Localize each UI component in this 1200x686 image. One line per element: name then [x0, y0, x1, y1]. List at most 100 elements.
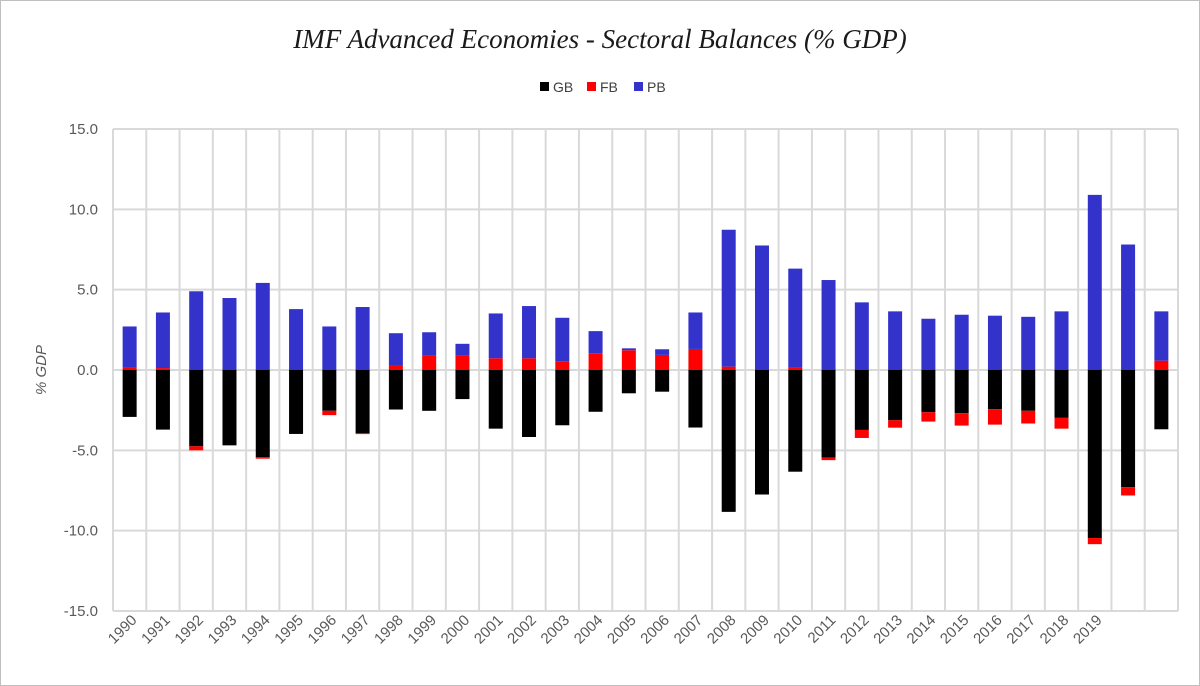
y-tick-label: 15.0 [69, 121, 98, 138]
x-tick-label: 2015 [937, 612, 973, 648]
bar-pb [355, 307, 370, 370]
bar-pb [189, 291, 204, 370]
bars [122, 194, 1169, 545]
x-tick-label: 1992 [171, 612, 207, 648]
bar-fb [1087, 538, 1102, 545]
bar-pb [1021, 316, 1036, 370]
x-tick-label: 2010 [770, 612, 806, 648]
bar-gb [388, 370, 403, 410]
bar-pb [422, 332, 437, 356]
bar-pb [1121, 244, 1136, 370]
bar-gb [455, 370, 470, 400]
bar-pb [555, 317, 570, 362]
bar-fb [488, 358, 503, 370]
bar-pb [289, 309, 304, 370]
y-tick-label: -5.0 [72, 442, 98, 459]
bar-pb [1087, 194, 1102, 370]
bar-fb [1121, 487, 1136, 496]
bar-pb [888, 311, 903, 370]
bar-fb [455, 355, 470, 370]
bar-fb [921, 412, 936, 422]
bar-gb [921, 370, 936, 413]
y-tick-label: 0.0 [77, 362, 98, 379]
x-tick-label: 2005 [604, 612, 640, 648]
legend-label-fb: FB [600, 79, 618, 95]
bar-fb [954, 413, 969, 426]
legend-swatch-gb [540, 82, 549, 91]
bar-pb [522, 306, 537, 359]
bar-fb [522, 358, 537, 370]
bar-fb [888, 420, 903, 428]
bar-pb [655, 349, 670, 355]
bar-gb [222, 370, 237, 446]
bar-fb [555, 361, 570, 370]
bar-fb [1021, 410, 1036, 424]
legend-label-gb: GB [553, 79, 573, 95]
bar-gb [289, 370, 304, 434]
bar-pb [721, 229, 736, 367]
x-tick-label: 2006 [637, 612, 673, 648]
x-tick-label: 1993 [205, 612, 241, 648]
x-tick-label: 1999 [404, 612, 440, 648]
bar-pb [821, 280, 836, 370]
bar-pb [155, 312, 170, 369]
bar-pb [954, 314, 969, 370]
bar-fb [322, 410, 337, 416]
bar-gb [888, 370, 903, 421]
y-tick-label: -15.0 [64, 603, 98, 620]
bar-pb [255, 282, 270, 370]
x-tick-label: 2011 [805, 612, 840, 647]
y-tick-label: -10.0 [64, 523, 98, 540]
legend-swatch-pb [634, 82, 643, 91]
bar-fb [821, 457, 836, 461]
bar-gb [122, 370, 137, 417]
x-tick-label: 1996 [305, 612, 341, 648]
x-tick-label: 2001 [471, 612, 507, 648]
bar-fb [422, 355, 437, 370]
x-tick-label: 1991 [138, 612, 174, 648]
bar-fb [987, 409, 1002, 425]
bar-fb [355, 433, 370, 435]
gridlines [112, 128, 1179, 612]
bar-pb [788, 268, 803, 368]
x-tick-label: 2012 [837, 612, 873, 648]
bar-fb [655, 354, 670, 370]
bar-gb [322, 370, 337, 411]
bar-gb [1087, 370, 1102, 539]
bar-pb [688, 312, 703, 349]
x-tick-label: 1994 [238, 612, 274, 648]
bar-fb [1054, 417, 1069, 429]
bar-pb [1154, 311, 1169, 361]
x-tick-label: 1997 [338, 612, 374, 648]
chart-title: IMF Advanced Economies - Sectoral Balanc… [292, 24, 907, 54]
x-tick-label: 2016 [970, 612, 1006, 648]
bar-pb [1054, 311, 1069, 370]
bar-gb [688, 370, 703, 428]
bar-gb [987, 370, 1002, 410]
bar-fb [788, 367, 803, 370]
x-tick-label: 2013 [870, 612, 906, 648]
bar-pb [621, 348, 636, 351]
bar-fb [688, 348, 703, 370]
legend-swatch-fb [587, 82, 596, 91]
bar-pb [854, 302, 869, 370]
bar-fb [588, 353, 603, 370]
x-tick-label: 1995 [271, 612, 307, 648]
bar-gb [754, 370, 769, 495]
legend: GB FB PB [540, 79, 666, 95]
x-tick-label: 1998 [371, 612, 407, 648]
bar-pb [322, 326, 337, 370]
x-tick-label: 2007 [671, 612, 707, 648]
bar-gb [355, 370, 370, 434]
bar-gb [788, 370, 803, 472]
bar-pb [754, 245, 769, 370]
bar-pb [987, 315, 1002, 370]
bar-fb [122, 367, 137, 370]
y-axis-label: % GDP [33, 345, 50, 395]
bar-gb [488, 370, 503, 429]
x-tick-label: 2004 [571, 612, 607, 648]
bar-gb [854, 370, 869, 430]
bar-gb [1154, 370, 1169, 430]
bar-pb [488, 313, 503, 359]
bar-gb [721, 370, 736, 512]
